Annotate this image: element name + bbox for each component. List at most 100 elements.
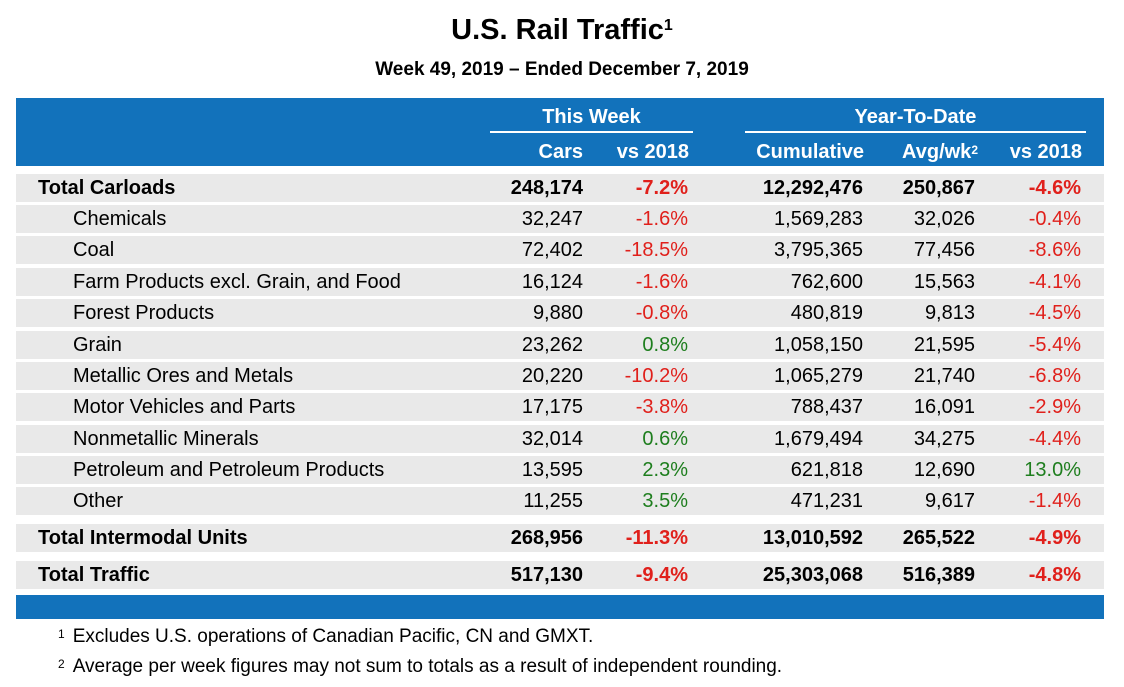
row-label: Grain [73,334,122,356]
row-label: Metallic Ores and Metals [73,365,294,387]
cell-vs2018-week: -7.2% [635,177,688,199]
cell-vs2018-ytd: -2.9% [1028,396,1081,418]
table-row: Grain 23,262 0.8% 1,058,150 21,595 -5.4% [16,331,1104,359]
row-label: Farm Products excl. Grain, and Food [73,271,401,293]
cell-avgwk: 32,026 [913,208,975,230]
cell-vs2018-ytd: -4.8% [1028,564,1081,586]
column-header-vs2018-ytd: vs 2018 [1009,141,1082,163]
cell-vs2018-week: -9.4% [635,564,688,586]
cell-cumulative: 1,679,494 [774,428,863,450]
cell-cumulative: 788,437 [790,396,863,418]
cell-avgwk: 516,389 [902,564,975,586]
row-label: Total Traffic [38,564,150,586]
row-label: Forest Products [73,302,215,324]
cell-vs2018-week: 0.8% [642,334,688,356]
cell-avgwk: 250,867 [902,177,975,199]
cell-cumulative: 12,292,476 [762,177,863,199]
cell-vs2018-ytd: -1.4% [1028,490,1081,512]
column-header-cars: Cars [538,141,583,163]
cell-vs2018-week: -3.8% [635,396,688,418]
cell-cars: 32,014 [521,428,583,450]
cell-vs2018-week: -11.3% [625,527,688,549]
table-row: Other 11,255 3.5% 471,231 9,617 -1.4% [16,487,1104,515]
cell-vs2018-week: -1.6% [635,271,688,293]
table-row: Motor Vehicles and Parts 17,175 -3.8% 788,4… [16,393,1104,421]
column-header-avgwk: Avg/wk2 [870,139,978,165]
table-row-total: Total Intermodal Units 268,956 -11.3% 13,01… [16,524,1104,552]
cell-cars: 268,956 [510,527,583,549]
cell-cars: 517,130 [510,564,583,586]
column-header-vs2018-week: vs 2018 [616,141,689,163]
group-label-this-week: This Week [542,106,641,128]
row-label: Total Intermodal Units [38,527,248,549]
row-label: Other [73,490,124,512]
table-row: Petroleum and Petroleum Products 13,595 2.… [16,456,1104,484]
table-row-total: Total Traffic 517,130 -9.4% 25,303,068 516,3… [16,561,1104,589]
cell-avgwk: 16,091 [913,396,975,418]
table-row: Forest Products 9,880 -0.8% 480,819 9,813 -4.… [16,299,1104,327]
cell-vs2018-ytd: -4.9% [1028,527,1081,549]
title-footnote-mark: 1 [663,17,673,34]
footnote-mark: 1 [58,627,65,641]
cell-avgwk: 34,275 [913,428,975,450]
cell-avgwk: 77,456 [913,239,975,261]
cell-cumulative: 1,058,150 [774,334,863,356]
footnote-text: Average per week figures may not sum to … [72,656,783,677]
cell-cumulative: 762,600 [790,271,863,293]
cell-vs2018-ytd: -4.5% [1028,302,1081,324]
row-label: Chemicals [73,208,167,230]
row-label: Petroleum and Petroleum Products [73,459,385,481]
cell-cumulative: 13,010,592 [762,527,863,549]
cell-vs2018-week: 3.5% [642,490,688,512]
cell-cars: 11,255 [523,490,583,512]
cell-vs2018-ytd: -0.4% [1028,208,1081,230]
cell-cumulative: 25,303,068 [762,564,863,586]
table-row-total: Total Carloads 248,174 -7.2% 12,292,476 250,… [16,174,1104,202]
cell-cars: 17,175 [521,396,583,418]
cell-vs2018-ytd: -4.4% [1028,428,1081,450]
avgwk-footnote-mark: 2 [971,143,978,157]
cell-cars: 16,124 [521,271,583,293]
cell-vs2018-ytd: -5.4% [1028,334,1081,356]
cell-avgwk: 21,595 [913,334,975,356]
cell-cumulative: 1,065,279 [774,365,863,387]
cell-vs2018-week: -10.2% [624,365,688,387]
cell-cars: 32,247 [521,208,583,230]
group-underline-this-week [490,131,693,133]
title-text: U.S. Rail Traffic [451,14,664,46]
cell-cumulative: 3,795,365 [774,239,863,261]
avgwk-label: Avg/wk [902,141,972,163]
footnote-text: Excludes U.S. operations of Canadian Pac… [72,626,594,647]
cell-cars: 13,595 [521,459,583,481]
footnote-2: 2 Average per week figures may not sum to… [58,655,782,679]
cell-cars: 248,174 [510,177,583,199]
row-label: Motor Vehicles and Parts [73,396,296,418]
page-subtitle: Week 49, 2019 – Ended December 7, 2019 [375,59,749,80]
cell-cars: 72,402 [521,239,583,261]
cell-avgwk: 15,563 [913,271,975,293]
cell-vs2018-week: -1.6% [635,208,688,230]
cell-avgwk: 9,617 [924,490,975,512]
cell-avgwk: 21,740 [913,365,975,387]
row-label: Coal [73,239,115,261]
table-row: Chemicals 32,247 -1.6% 1,569,283 32,026 -0.4% [16,205,1104,233]
cell-cumulative: 471,231 [790,490,863,512]
cell-cumulative: 480,819 [790,302,863,324]
table-row: Metallic Ores and Metals 20,220 -10.2% 1,06… [16,362,1104,390]
cell-vs2018-week: -18.5% [624,239,688,261]
table-row: Farm Products excl. Grain, and Food 16,12… [16,268,1104,296]
cell-cumulative: 1,569,283 [774,208,863,230]
cell-vs2018-ytd: -4.1% [1028,271,1081,293]
cell-vs2018-ytd: 13.0% [1024,459,1081,481]
cell-avgwk: 9,813 [924,302,975,324]
table-row: Coal 72,402 -18.5% 3,795,365 77,456 -8.6% [16,236,1104,264]
cell-cumulative: 621,818 [790,459,863,481]
cell-vs2018-week: 2.3% [642,459,688,481]
table-row: Nonmetallic Minerals 32,014 0.6% 1,679,494 3… [16,425,1104,453]
cell-cars: 23,262 [521,334,583,356]
row-label: Total Carloads [38,177,176,199]
cell-vs2018-week: -0.8% [635,302,688,324]
column-header-cumulative: Cumulative [756,141,864,163]
cell-vs2018-ytd: -4.6% [1028,177,1081,199]
cell-vs2018-week: 0.6% [642,428,688,450]
